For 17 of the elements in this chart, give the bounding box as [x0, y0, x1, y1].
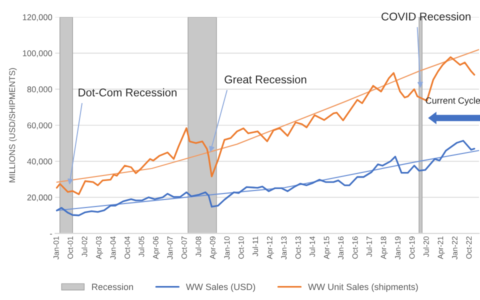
y-tick-label: 40,000: [27, 158, 52, 166]
annotation: Dot-Com Recession: [78, 88, 176, 96]
y-tick-label: 80,000: [27, 86, 52, 94]
y-tick-label: 120,000: [22, 14, 52, 22]
legend-label: WW Sales (USD): [186, 283, 256, 292]
annotation: COVID Recession: [382, 12, 470, 20]
y-axis-title: MILLIONS (USD/SHIPMENTS): [8, 68, 17, 182]
y-tick-label: 60,000: [27, 122, 52, 130]
y-tick-label: 20,000: [27, 194, 52, 202]
legend-label: WW Unit Sales (shipments): [308, 283, 418, 292]
annotation: Great Recession: [224, 75, 306, 84]
y-tick-label: 100,000: [22, 50, 52, 58]
line-series: [56, 140, 476, 216]
legend-label: Recession: [92, 283, 133, 290]
line-series: [56, 150, 480, 212]
annotation: Current Cycle: [426, 97, 480, 106]
y-tick-label: -: [50, 234, 52, 235]
